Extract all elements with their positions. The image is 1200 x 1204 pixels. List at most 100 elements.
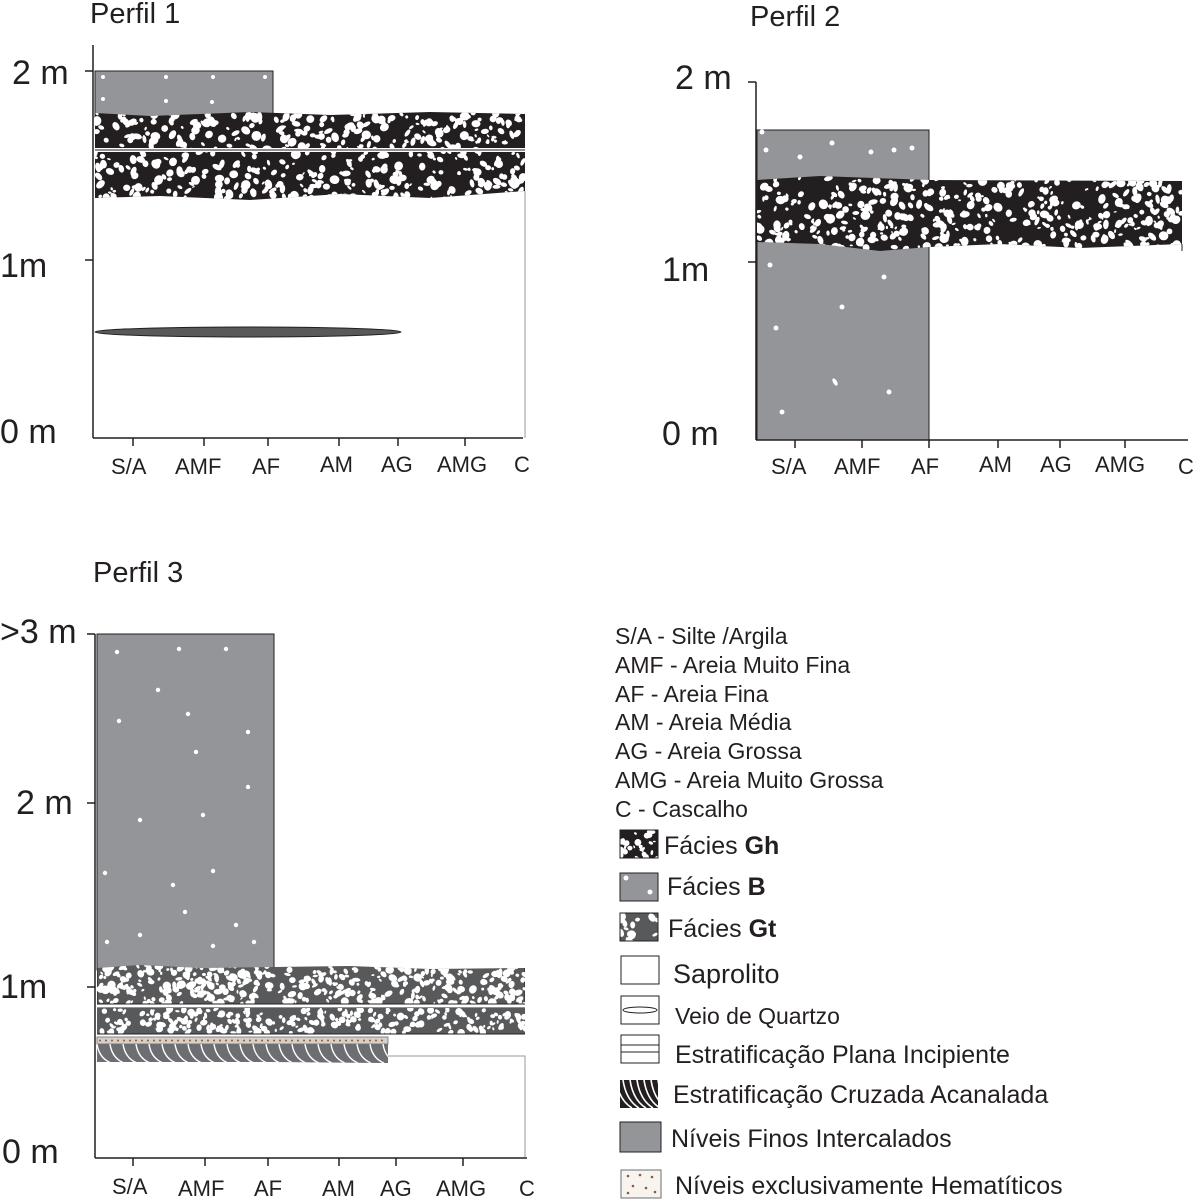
pebble xyxy=(464,190,472,196)
pebble xyxy=(495,965,500,967)
legend-swatch-gh xyxy=(620,830,658,858)
pebble xyxy=(340,139,346,146)
pebble xyxy=(180,1008,187,1014)
pebble xyxy=(344,992,351,996)
pebble xyxy=(371,191,376,197)
pebble xyxy=(113,1025,116,1029)
pebble xyxy=(797,200,801,205)
pebble xyxy=(773,224,781,233)
hematite-dot xyxy=(135,1039,137,1042)
hematite-dot xyxy=(321,1039,323,1042)
pebble xyxy=(413,999,420,1004)
pebble xyxy=(816,230,821,235)
pebble xyxy=(1050,231,1057,239)
pebble xyxy=(318,130,324,134)
pebble xyxy=(227,1019,231,1022)
pebble xyxy=(1148,232,1157,241)
perfil-2-y-label-2m: 2 m xyxy=(675,59,732,97)
hematite-dot xyxy=(123,1039,125,1042)
pebble xyxy=(349,1010,354,1016)
pebble xyxy=(336,986,340,990)
pebble xyxy=(487,998,497,1004)
pebble xyxy=(1063,232,1068,237)
cross-lamina xyxy=(343,1044,359,1063)
pebble xyxy=(415,122,420,126)
pebble xyxy=(311,174,316,179)
perfil-3-column xyxy=(87,633,527,1166)
pebble xyxy=(943,194,950,200)
pebble xyxy=(197,976,203,983)
pebble xyxy=(340,997,349,1004)
pebble xyxy=(852,217,856,220)
pebble xyxy=(282,112,290,122)
pebble xyxy=(179,1024,183,1029)
pebble xyxy=(99,982,104,988)
hematite-dot xyxy=(111,1039,113,1042)
pebble xyxy=(186,166,193,173)
pebble xyxy=(839,226,847,231)
pebble xyxy=(477,117,482,122)
pebble xyxy=(371,974,375,977)
pebble xyxy=(188,981,197,988)
legend-gt-label: Gt xyxy=(748,914,777,943)
pebble xyxy=(311,983,318,988)
pebble xyxy=(341,1018,346,1023)
pebble xyxy=(98,194,102,199)
pebble xyxy=(278,132,283,135)
pebble xyxy=(835,210,845,219)
pebble xyxy=(404,182,410,190)
grain-dot xyxy=(164,75,168,79)
pebble xyxy=(951,222,956,226)
hematite-dot xyxy=(141,1039,143,1042)
pebble xyxy=(271,1021,276,1025)
pebble xyxy=(168,130,177,140)
pebble xyxy=(447,1030,452,1034)
perfil-2-facies-gh-layer xyxy=(757,176,1182,251)
pebble xyxy=(378,1022,383,1028)
pebble xyxy=(907,202,914,209)
pebble xyxy=(1126,182,1132,187)
pebble xyxy=(158,997,165,1003)
perfil-1-x-label-ag: AG xyxy=(381,452,413,477)
pebble xyxy=(482,973,490,979)
pebble xyxy=(652,840,656,843)
pebble xyxy=(469,985,477,994)
hematite-dot xyxy=(351,1039,353,1042)
pebble xyxy=(379,151,390,158)
pebble xyxy=(469,179,475,188)
pebble xyxy=(447,974,456,981)
pebble xyxy=(885,209,893,217)
pebble xyxy=(620,838,626,845)
pebble xyxy=(279,1026,284,1031)
pebble xyxy=(1178,210,1182,216)
pebble xyxy=(817,235,824,245)
pebble xyxy=(129,188,135,196)
perfil-2-x-label-c: C xyxy=(1178,454,1194,479)
hematite-dot xyxy=(171,1039,173,1042)
hematite-dot xyxy=(631,1184,635,1188)
cross-lamina xyxy=(369,1044,385,1063)
cross-lamina xyxy=(620,1091,633,1108)
grain-dot xyxy=(210,100,214,104)
pebble xyxy=(963,224,968,230)
pebble xyxy=(429,978,433,984)
pebble xyxy=(369,990,373,994)
pebble xyxy=(156,1021,164,1029)
pebble xyxy=(954,227,959,232)
legend-hematiticos-label: Níveis exclusivamente Hematíticos xyxy=(675,1171,1063,1200)
pebble xyxy=(324,128,333,135)
pebble xyxy=(302,130,308,136)
pebble xyxy=(917,245,921,249)
grain-dot xyxy=(779,409,785,415)
pebble xyxy=(511,993,516,999)
pebble xyxy=(169,117,175,123)
pebble xyxy=(196,1008,203,1015)
pebble xyxy=(385,1008,391,1013)
pebble xyxy=(264,981,274,990)
pebble xyxy=(480,128,489,135)
pebble xyxy=(408,150,414,158)
grain-dot xyxy=(829,140,835,146)
pebble xyxy=(867,236,876,244)
pebble xyxy=(841,220,848,225)
pebble xyxy=(1157,215,1160,219)
